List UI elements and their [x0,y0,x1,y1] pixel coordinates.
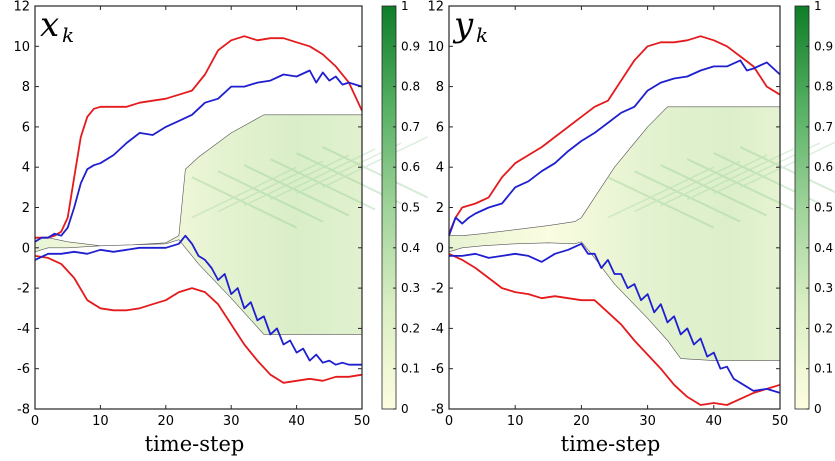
colorbar-tick-label: 0.4 [814,241,833,255]
density-stripe [686,158,794,211]
colorbar-tick-label: 0.3 [814,281,833,295]
y-tick-label: -4 [17,322,30,337]
y-tick-label: 12 [427,0,444,15]
density-stripe [191,166,297,219]
heatmap-band [448,106,781,361]
density-stripe [607,176,715,229]
x-tick-label: 50 [772,414,789,429]
colorbar-tick-label: 0.4 [401,241,420,255]
colorbar-tick-label: 0.5 [814,201,833,215]
colorbar-tick-label: 0.7 [401,120,420,134]
colorbar-tick-label: 0.1 [814,362,833,376]
density-stripe [243,164,350,217]
colorbar-tick-label: 0.9 [814,39,833,53]
x-tick-label: 20 [573,414,590,429]
colorbar-tick-label: 0.5 [401,201,420,215]
colorbar-tick-label: 0.8 [401,80,420,94]
y-tick-label: -8 [431,403,444,418]
heatmap-band [34,114,363,335]
density-stripe [217,160,324,213]
y-tick-label: 4 [22,161,30,176]
colorbar-tick-label: 0 [814,402,822,416]
colorbar-tick-label: 1 [814,0,822,13]
density-stripe [686,148,794,201]
x-tick-label: 10 [92,414,109,429]
x-tick-label: 40 [288,414,305,429]
y-tick-label: 2 [22,201,30,216]
density-stripe [191,176,298,229]
colorbar-tick-label: 0.9 [401,39,420,53]
y-tick-label: 8 [22,80,30,95]
y-tick-label: 8 [436,80,444,95]
chart-title-subscript: k [476,23,488,47]
colorbar-tick-label: 0.1 [401,362,420,376]
x-tick-label: 0 [31,414,39,429]
density-stripe [607,166,715,219]
density-stripe [633,170,741,223]
density-stripe [243,154,350,207]
series-line-0 [35,35,363,239]
colorbar-tick-label: 0.6 [814,160,833,174]
y-tick-label: -6 [431,362,444,377]
density-stripe [217,170,324,223]
density-stripe [739,146,835,194]
series-line-2 [448,59,781,237]
colorbar-tick-label: 1 [401,0,409,13]
series-line-2 [34,69,363,243]
density-stripe [739,141,835,189]
y-tick-label: 10 [13,40,30,55]
y-tick-label: -6 [17,362,30,377]
y-tick-label: 12 [13,0,30,15]
y-tick-label: 0 [436,241,444,256]
heatmap-density-stripes [607,141,835,229]
colorbar-tick-label: 0.6 [401,160,420,174]
x-tick-label: 20 [158,414,175,429]
density-stripe [270,148,376,201]
x-tick-label: 10 [507,414,524,429]
colorbar-tick-label: 0 [401,402,409,416]
y-tick-label: 2 [436,201,444,216]
colorbar-tick-label: 0.2 [814,321,833,335]
density-stripe [660,154,768,207]
x-tick-label: 50 [354,414,371,429]
x-tick-label: 40 [706,414,723,429]
series-line-3 [34,234,362,366]
y-tick-label: -2 [17,282,30,297]
x-axis-label: time-step [561,432,661,456]
series-line-1 [34,255,363,384]
x-tick-label: 30 [223,414,240,429]
x-tick-label: 30 [639,414,656,429]
series-line-0 [448,35,781,235]
y-tick-label: 10 [427,40,444,55]
chart-title-subscript: k [62,23,74,47]
colorbar-tick-label: 0.7 [814,120,833,134]
y-tick-label: 4 [436,161,444,176]
y-tick-label: -2 [431,282,444,297]
y-tick-label: 6 [436,120,444,135]
x-axis-label: time-step [145,432,245,456]
series-line-1 [448,252,781,406]
density-stripe [322,146,428,199]
colorbar-tick-label: 0.8 [814,80,833,94]
chart-title: y [452,5,474,45]
y-tick-label: 0 [22,241,30,256]
density-stripe [322,136,428,189]
y-tick-label: 6 [22,120,30,135]
series-line-3 [449,242,781,394]
density-stripe [660,164,768,217]
y-tick-label: -8 [17,403,30,418]
density-stripe [270,158,376,211]
chart-title: x [40,5,59,45]
y-tick-label: -4 [431,322,444,337]
colorbar-tick-label: 0.3 [401,281,420,295]
density-stripe [634,160,741,213]
x-tick-label: 0 [445,414,453,429]
colorbar-tick-label: 0.2 [401,321,420,335]
